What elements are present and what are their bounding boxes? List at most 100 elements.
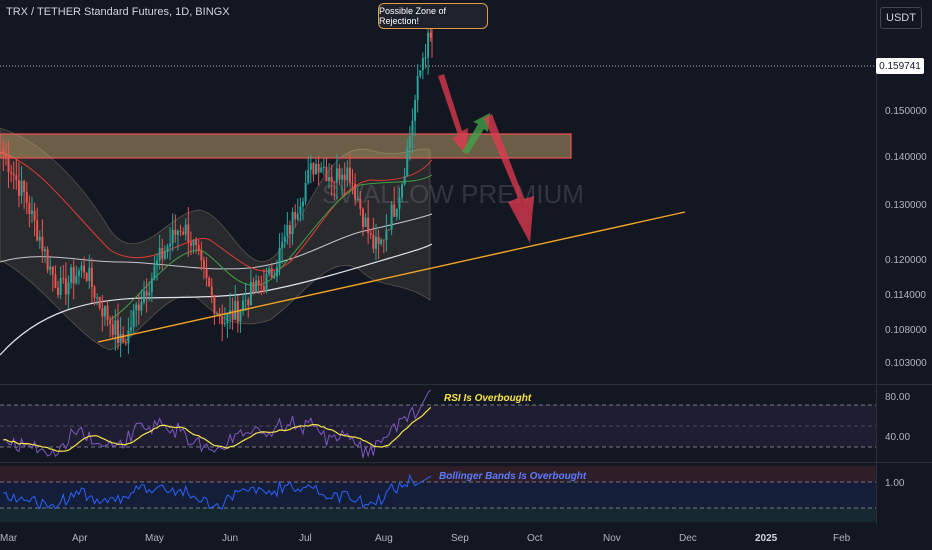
candle-body	[23, 180, 26, 193]
candle-body	[309, 163, 312, 170]
candle-body	[307, 169, 310, 183]
rejection-callout: Possible Zone of Rejection!	[378, 3, 488, 29]
candle-body	[427, 32, 430, 58]
time-tick-label: Feb	[833, 533, 851, 544]
candle-body	[77, 270, 80, 276]
candle-body	[247, 299, 250, 306]
candle-body	[288, 225, 291, 234]
candle-body	[401, 184, 404, 198]
candle-body	[302, 201, 304, 207]
price-tick-label: 0.130000	[885, 200, 927, 211]
candle-body	[380, 239, 383, 244]
currency-button[interactable]: USDT	[880, 7, 922, 29]
price-tick-label: 0.140000	[885, 152, 927, 163]
candle-body	[281, 241, 284, 248]
candle-body	[143, 291, 146, 303]
candle-body	[70, 267, 73, 283]
candle-body	[346, 167, 349, 181]
candle-body	[244, 299, 247, 301]
bb-percent-line	[3, 473, 431, 510]
candle-body	[67, 282, 70, 295]
candle-body	[169, 243, 172, 247]
candle-body	[385, 229, 388, 241]
candle-body	[421, 58, 424, 71]
candle-body	[317, 164, 320, 173]
candle-body	[223, 322, 226, 325]
ema-red	[0, 151, 433, 272]
candle-body	[103, 305, 106, 317]
candle-body	[171, 229, 174, 244]
candle-body	[333, 182, 336, 184]
price-tick-label: 0.150000	[885, 106, 927, 117]
candle-body	[265, 273, 268, 292]
candle-body	[202, 260, 205, 269]
candle-body	[184, 224, 187, 235]
candle-body	[429, 32, 432, 38]
candle-body	[395, 208, 398, 217]
candle-body	[46, 249, 49, 270]
candle-body	[130, 327, 132, 331]
candle-body	[286, 225, 289, 237]
time-tick-label: Oct	[527, 533, 543, 544]
candle-body	[252, 281, 255, 293]
candle-body	[124, 342, 127, 344]
candle-body	[330, 177, 333, 183]
chart-title: TRX / TETHER Standard Futures, 1D, BINGX	[6, 6, 230, 18]
candle-body	[294, 211, 297, 220]
candle-body	[364, 217, 367, 227]
candle-body	[12, 173, 15, 176]
bb-upper-band	[0, 466, 876, 482]
candle-body	[148, 292, 151, 296]
candle-body	[83, 265, 86, 273]
candle-body	[424, 57, 427, 59]
candle-body	[25, 192, 28, 203]
time-tick-label: Apr	[72, 533, 88, 544]
candle-body	[213, 295, 216, 314]
candle-body	[216, 313, 218, 315]
candle-body	[372, 234, 375, 249]
projection-arrow-down-2	[484, 114, 534, 243]
bollinger-cloud	[0, 127, 431, 351]
candle-body	[93, 286, 96, 299]
time-tick-label: Aug	[375, 533, 393, 544]
candle-body	[275, 267, 278, 277]
ascending-trendline	[97, 211, 686, 343]
time-tick-label: Sep	[451, 533, 469, 544]
candle-body	[15, 175, 18, 181]
candle-body	[390, 204, 393, 230]
candle-body	[291, 211, 294, 234]
candle-body	[7, 157, 10, 173]
candle-body	[111, 324, 114, 335]
candle-body	[205, 268, 208, 278]
candle-body	[179, 230, 182, 232]
candle-body	[51, 266, 54, 275]
current-price-label: 0.159741	[876, 58, 924, 74]
candle-body	[166, 246, 169, 252]
candle-body	[249, 281, 252, 306]
candle-body	[140, 302, 143, 311]
candle-body	[132, 310, 135, 328]
candle-body	[419, 70, 422, 77]
candle-body	[145, 291, 148, 296]
candle-body	[270, 268, 273, 278]
candle-body	[80, 265, 83, 271]
candle-body	[54, 274, 57, 288]
candle-body	[30, 210, 33, 215]
candle-body	[57, 287, 60, 295]
candle-body	[161, 248, 164, 259]
candle-body	[226, 313, 229, 323]
candle-body	[377, 236, 380, 244]
candle-body	[351, 183, 354, 185]
candle-body	[72, 267, 75, 284]
candle-body	[239, 310, 242, 322]
candle-body	[257, 280, 260, 286]
candle-body	[262, 285, 265, 292]
candle-body	[192, 239, 195, 246]
candle-body	[403, 176, 406, 185]
projection-arrow-up	[462, 113, 490, 154]
candle-body	[75, 275, 78, 284]
candle-body	[4, 154, 7, 158]
candle-body	[320, 167, 323, 173]
time-tick-label: May	[145, 533, 164, 544]
time-tick-label: 2025	[755, 533, 778, 544]
